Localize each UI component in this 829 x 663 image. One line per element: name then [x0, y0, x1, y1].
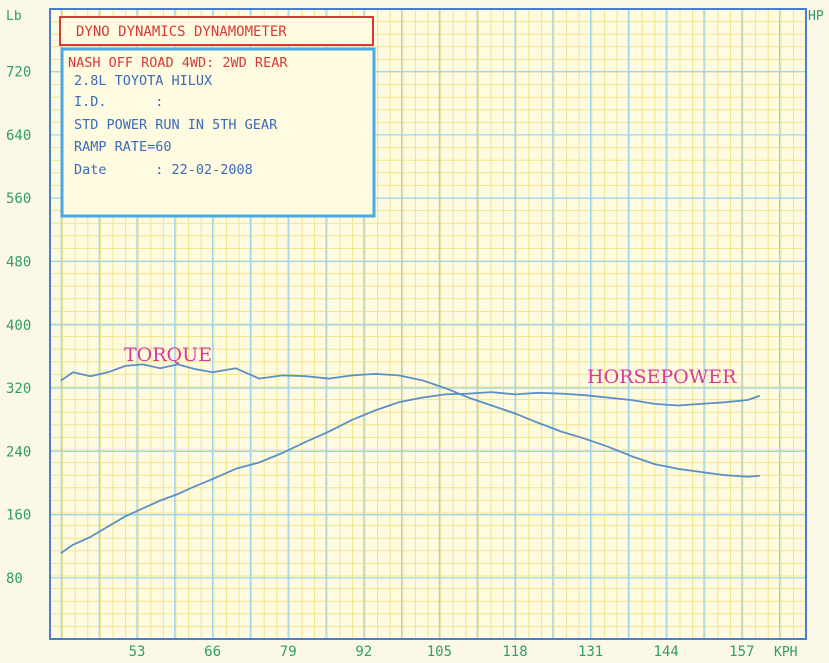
info-line-run-type: STD POWER RUN IN 5TH GEAR [74, 117, 278, 133]
info-box [60, 47, 376, 218]
plot-frame [49, 8, 807, 640]
series-lines [60, 363, 761, 554]
y-tick-labels: 80 160 240 320 400 480 560 640 720 [6, 65, 31, 587]
series-line-horsepower [60, 391, 761, 554]
y-tick-label: 720 [6, 65, 31, 81]
y-tick-label: 640 [6, 128, 31, 144]
x-tick-labels: 53 66 79 92 105 118 131 144 157 [129, 644, 755, 660]
y-tick-label: 400 [6, 318, 31, 334]
y-tick-label: 80 [6, 571, 23, 587]
x-tick-label: 66 [204, 644, 221, 660]
x-tick-label: 118 [502, 644, 527, 660]
x-tick-label: 53 [129, 644, 146, 660]
x-tick-label: 157 [729, 644, 754, 660]
chart-title: DYNO DYNAMICS DYNAMOMETER [76, 24, 287, 40]
series-label-torque: TORQUE [124, 344, 212, 366]
info-line-id: I.D. : [74, 94, 163, 110]
y-tick-label: 560 [6, 191, 31, 207]
x-tick-label: 105 [427, 644, 452, 660]
info-line-ramp-rate: RAMP RATE=60 [74, 139, 172, 155]
x-unit: KPH [774, 645, 797, 660]
y-tick-label: 320 [6, 381, 31, 397]
info-line-vehicle-setup: NASH OFF ROAD 4WD: 2WD REAR [68, 55, 288, 71]
x-tick-label: 79 [280, 644, 297, 660]
y-tick-label: 240 [6, 444, 31, 460]
series-label-horsepower: HORSEPOWER [587, 366, 737, 388]
y-tick-label: 480 [6, 255, 31, 271]
y-unit-right: HP [808, 9, 824, 24]
x-tick-label: 131 [578, 644, 603, 660]
y-unit-left: Lb [6, 9, 22, 24]
info-line-model: 2.8L TOYOTA HILUX [74, 73, 212, 89]
x-tick-label: 92 [355, 644, 372, 660]
title-box [59, 16, 374, 46]
info-line-date: Date : 22-02-2008 [74, 162, 253, 178]
y-tick-label: 160 [6, 508, 31, 524]
series-line-torque [60, 363, 761, 478]
x-tick-label: 144 [654, 644, 679, 660]
